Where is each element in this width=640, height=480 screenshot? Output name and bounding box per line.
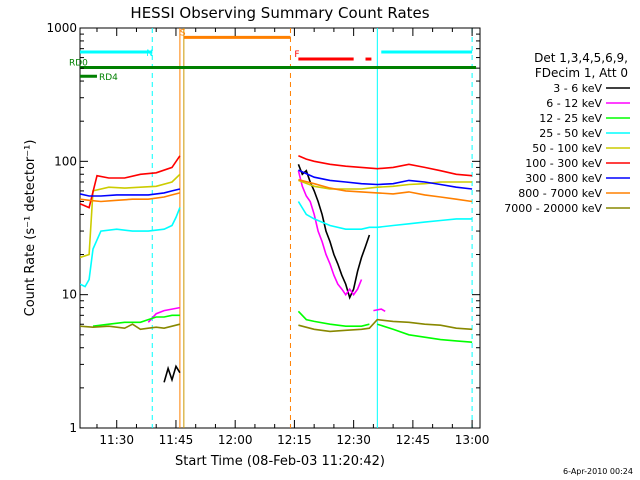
status-label-rd4: RD4: [99, 73, 118, 83]
status-label-f: F: [294, 50, 299, 60]
legend-entry-8: 7000 - 20000 keV: [504, 202, 602, 215]
y-tick-label-3: 1000: [46, 21, 77, 35]
legend-entry-7: 800 - 7000 keV: [518, 187, 602, 200]
series-3-line-1: [297, 201, 473, 230]
y-tick-label-2: 100: [54, 154, 77, 168]
series-2-line-2: [377, 323, 473, 343]
series-2-line-1: [297, 310, 370, 328]
x-tick-label-6: 13:00: [455, 433, 490, 447]
series-6-line-0: [80, 188, 181, 197]
status-label-rd0: RD0: [69, 59, 88, 69]
status-label-n: N: [146, 49, 153, 59]
y-axis-label: Count Rate (s⁻¹ detector⁻¹): [23, 140, 38, 317]
chart-title: HESSI Observing Summary Count Rates: [130, 4, 429, 22]
legend-entry-6: 300 - 800 keV: [525, 172, 602, 185]
series-4-line-1: [298, 179, 473, 190]
series-8-line-0: [80, 323, 181, 331]
series-7-line-1: [298, 178, 473, 203]
series-1-line-2: [373, 308, 386, 312]
series-8-line-1: [298, 318, 473, 333]
series-5-line-0: [80, 155, 181, 209]
series-0-line-0: [163, 364, 181, 383]
legend-entry-0: 3 - 6 keV: [553, 82, 602, 95]
series-2-line-0: [92, 314, 180, 327]
x-tick-label-0: 11:30: [99, 433, 134, 447]
legend-entry-2: 12 - 25 keV: [539, 112, 602, 125]
legend-header-1: Det 1,3,4,5,6,9,: [534, 51, 628, 65]
series-5-line-1: [298, 155, 473, 177]
legend-header-2: FDecim 1, Att 0: [535, 66, 628, 80]
y-tick-label-0: 1: [69, 421, 77, 435]
series-3-line-0: [80, 207, 181, 288]
x-axis-label: Start Time (08-Feb-03 11:20:42): [175, 454, 385, 469]
legend-entry-5: 100 - 300 keV: [525, 157, 602, 170]
series-6-line-1: [298, 169, 473, 190]
legend-entry-3: 25 - 50 keV: [539, 127, 602, 140]
x-tick-label-5: 12:45: [396, 433, 431, 447]
plot-area: N S F: [79, 27, 481, 429]
plot-frame: [79, 27, 481, 429]
x-tick-label-4: 12:30: [336, 433, 371, 447]
series-1-line-0: [147, 306, 181, 323]
series-7-line-0: [80, 192, 181, 203]
status-label-s: S: [180, 28, 186, 38]
y-axis: RD0 RD4 1 10 100 1000: [46, 21, 480, 435]
y-tick-label-1: 10: [62, 288, 77, 302]
series-group: [80, 155, 473, 383]
series-4-line-0: [80, 173, 181, 259]
x-tick-label-3: 12:15: [277, 433, 312, 447]
x-axis: 11:30 11:45 12:00 12:15 12:30 12:45 13:00: [96, 28, 490, 447]
legend-entry-4: 50 - 100 keV: [532, 142, 602, 155]
legend: Det 1,3,4,5,6,9, FDecim 1, Att 0 3 - 6 k…: [504, 51, 630, 215]
x-tick-label-1: 11:45: [159, 433, 194, 447]
x-tick-label-2: 12:00: [218, 433, 253, 447]
footer-timestamp: 6-Apr-2010 00:24: [563, 467, 633, 476]
legend-entry-1: 6 - 12 keV: [546, 97, 602, 110]
series-1-line-1: [297, 170, 363, 297]
